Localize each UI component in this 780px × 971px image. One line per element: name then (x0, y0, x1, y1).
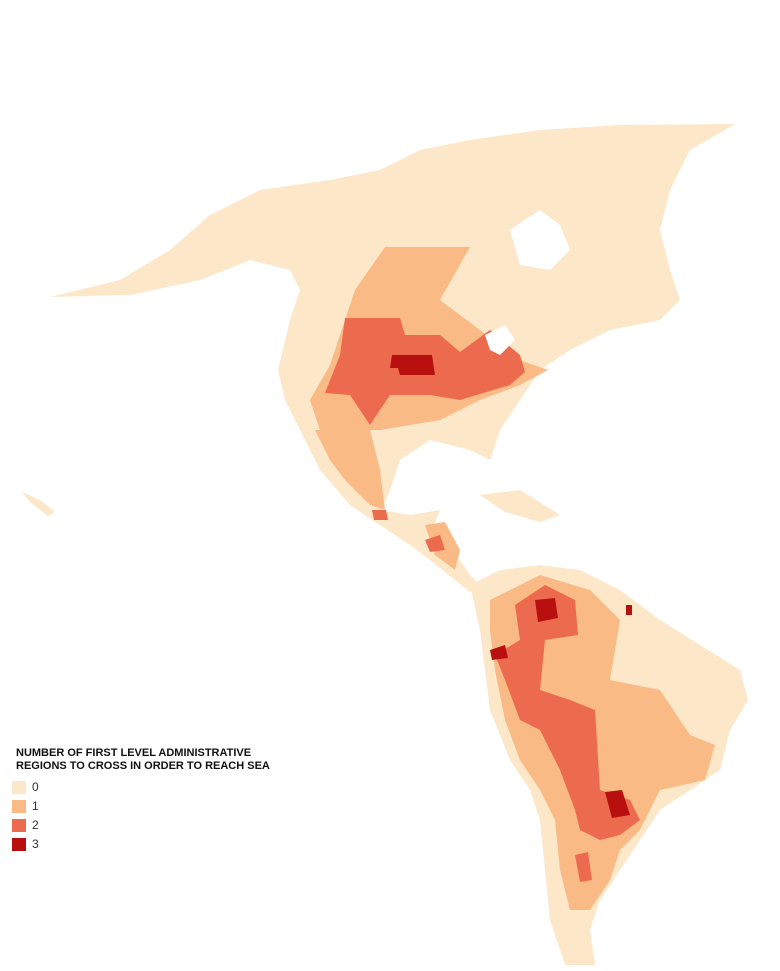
water (510, 210, 570, 270)
region (390, 355, 435, 375)
legend: NUMBER OF FIRST LEVEL ADMINISTRATIVE REG… (12, 747, 270, 851)
region (490, 645, 508, 660)
legend-label: 0 (32, 780, 39, 794)
legend-label: 2 (32, 818, 39, 832)
water (485, 325, 515, 355)
region (605, 790, 630, 818)
legend-title: REGIONS TO CROSS IN ORDER TO REACH SEA (16, 760, 270, 772)
legend-title: NUMBER OF FIRST LEVEL ADMINISTRATIVE (16, 747, 251, 759)
legend-label: 1 (32, 799, 39, 813)
region (575, 852, 592, 882)
region (315, 430, 385, 510)
region (372, 510, 388, 520)
region (535, 598, 558, 622)
region (495, 585, 640, 840)
legend-swatch (12, 781, 26, 794)
legend-swatch (12, 819, 26, 832)
region (490, 575, 715, 910)
legend-label: 3 (32, 837, 39, 851)
regions (22, 124, 748, 965)
legend-swatch (12, 800, 26, 813)
region (480, 490, 560, 522)
region (22, 492, 55, 516)
region (626, 605, 632, 615)
region (425, 535, 445, 552)
legend-swatch (12, 838, 26, 851)
